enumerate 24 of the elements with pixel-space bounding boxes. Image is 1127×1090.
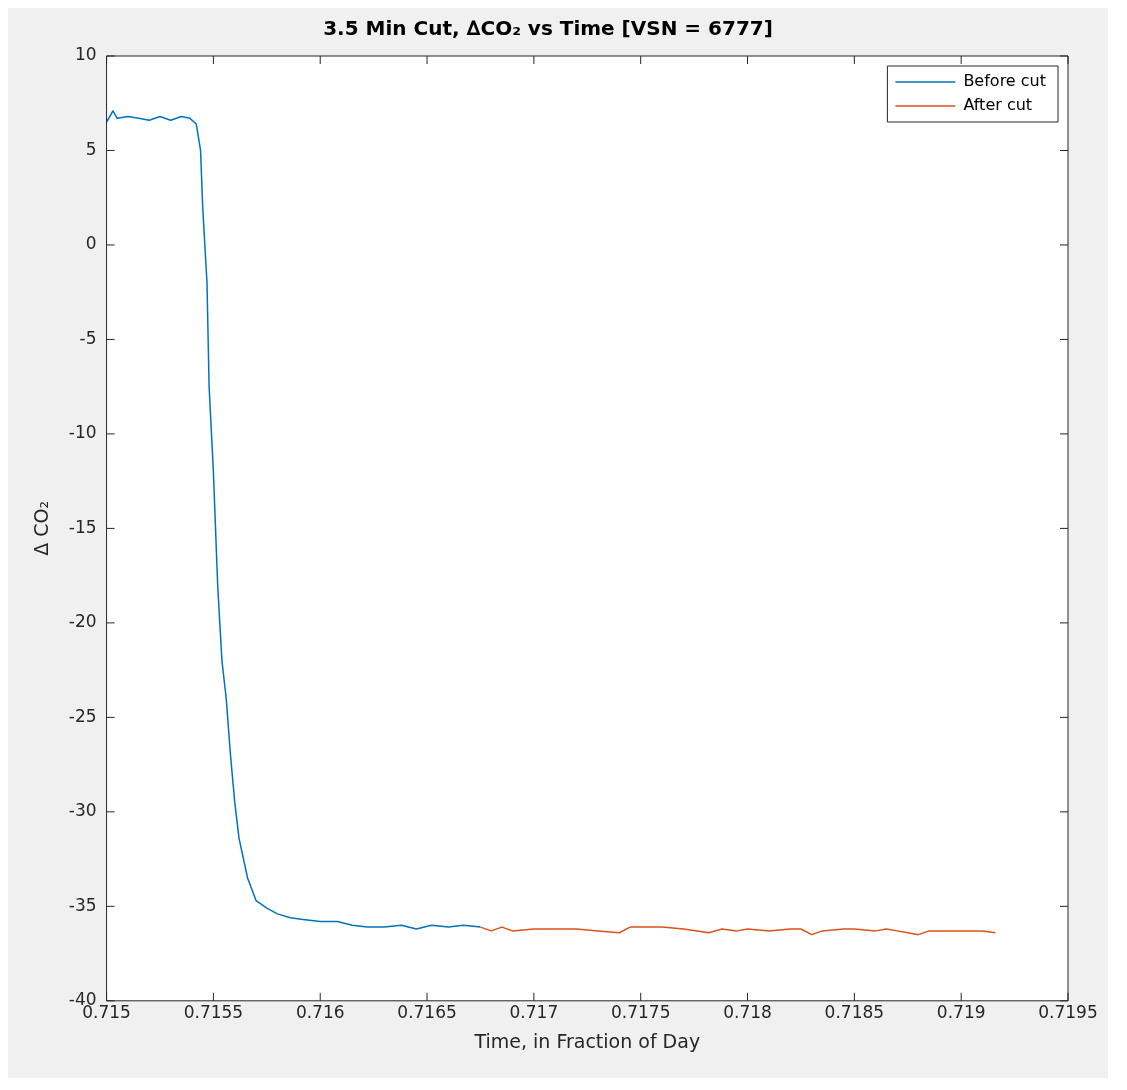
y-axis-title: Δ CO₂ (30, 500, 53, 556)
x-tick-label: 0.718 (723, 1002, 772, 1023)
y-tick-label: -35 (68, 894, 97, 915)
y-tick-label: 10 (74, 44, 97, 65)
y-tick-label: 0 (85, 233, 97, 254)
x-tick-label: 0.7185 (824, 1002, 885, 1023)
y-tick-label: 5 (85, 138, 97, 159)
x-tick-label: 0.7195 (1038, 1002, 1098, 1023)
legend-label: After cut (963, 95, 1033, 115)
x-tick-label: 0.717 (509, 1002, 559, 1023)
x-tick-label: 0.7175 (610, 1002, 671, 1023)
legend-label: Before cut (963, 71, 1046, 91)
x-tick-label: 0.716 (295, 1002, 345, 1023)
y-tick-label: -15 (68, 516, 97, 537)
chart-title: 3.5 Min Cut, ∆CO₂ vs Time [VSN = 6777] (323, 16, 773, 41)
x-axis-title: Time, in Fraction of Day (473, 1029, 701, 1052)
x-tick-label: 0.7155 (183, 1002, 244, 1023)
y-tick-label: -10 (68, 422, 97, 443)
y-tick-label: -25 (68, 705, 97, 726)
y-tick-label: -5 (79, 327, 97, 348)
y-tick-label: -20 (68, 611, 97, 632)
x-tick-label: 0.7165 (397, 1002, 457, 1023)
y-tick-label: -30 (68, 800, 97, 821)
x-tick-label: 0.719 (936, 1002, 986, 1023)
